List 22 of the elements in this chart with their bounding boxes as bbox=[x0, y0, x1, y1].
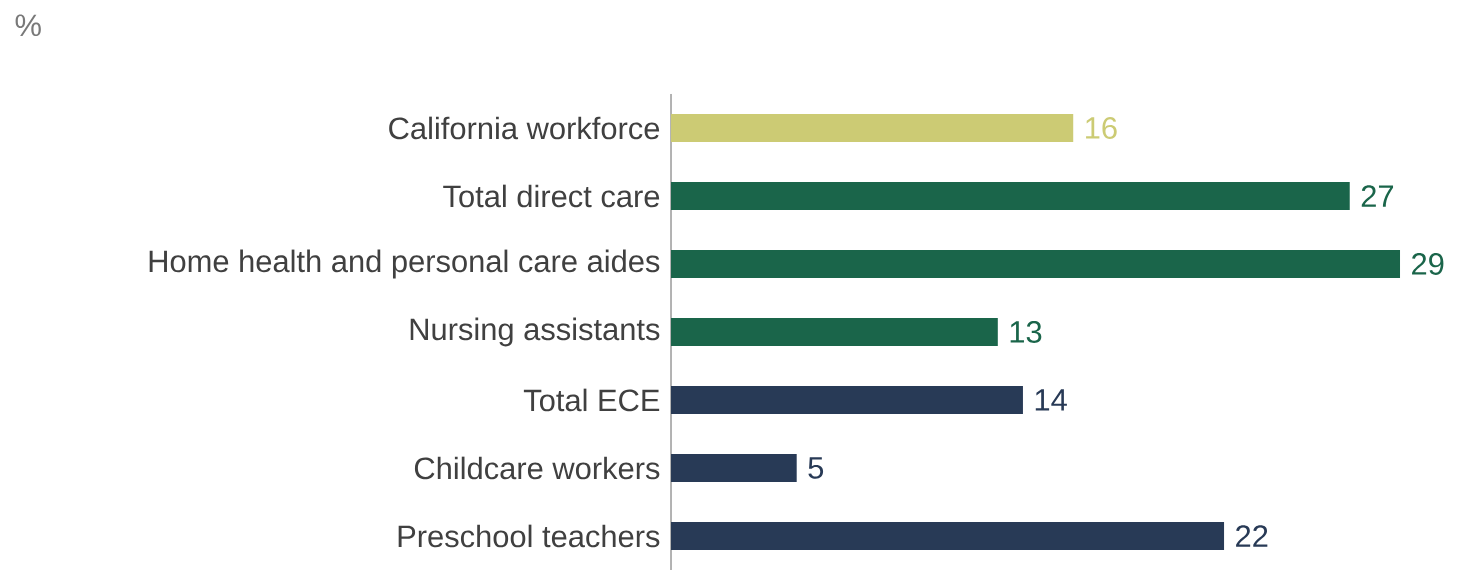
bar bbox=[671, 317, 998, 346]
bar bbox=[671, 113, 1074, 142]
data-label: 5 bbox=[808, 457, 824, 479]
y-tick-label: Home health and personal care aides bbox=[149, 249, 660, 279]
y-tick-label: Total direct care bbox=[443, 184, 660, 208]
data-label: 13 bbox=[1010, 320, 1042, 343]
bar bbox=[671, 453, 797, 482]
data-label: 22 bbox=[1236, 525, 1268, 547]
bar bbox=[671, 181, 1350, 210]
y-tick-label: Preschool teachers bbox=[398, 524, 660, 548]
y-tick-label: California workforce bbox=[389, 116, 660, 140]
text: % bbox=[15, 14, 41, 36]
bar bbox=[671, 521, 1225, 550]
data-label: 27 bbox=[1361, 185, 1394, 207]
y-tick-label: Total ECE bbox=[523, 388, 660, 412]
bar bbox=[671, 249, 1401, 278]
data-label: 14 bbox=[1035, 389, 1067, 411]
y-tick-label: Childcare workers bbox=[414, 456, 660, 480]
data-label: 29 bbox=[1412, 252, 1444, 275]
bar bbox=[671, 385, 1023, 414]
y-tick-label: Nursing assistants bbox=[410, 317, 660, 347]
data-label: 16 bbox=[1086, 116, 1117, 139]
